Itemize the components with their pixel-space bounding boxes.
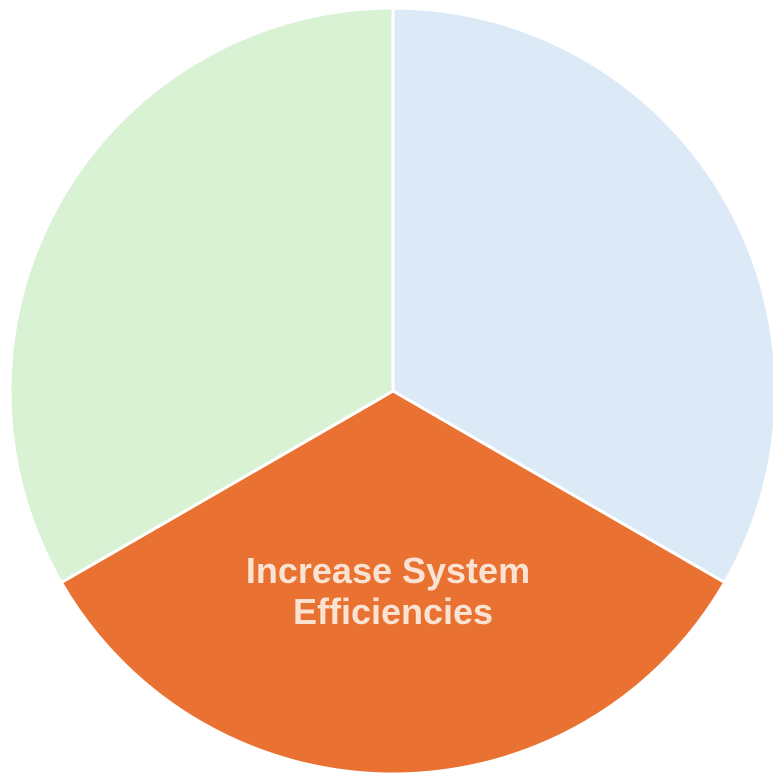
segment-bottom-label: Increase System Efficiencies [246,550,540,632]
segment-bottom [59,389,727,773]
segment-top-left [8,6,395,584]
segment-bottom-label-line-1: Increase System [246,550,530,591]
segment-bottom-label-line-2: Efficiencies [293,591,493,632]
segment-top-right [391,6,773,584]
